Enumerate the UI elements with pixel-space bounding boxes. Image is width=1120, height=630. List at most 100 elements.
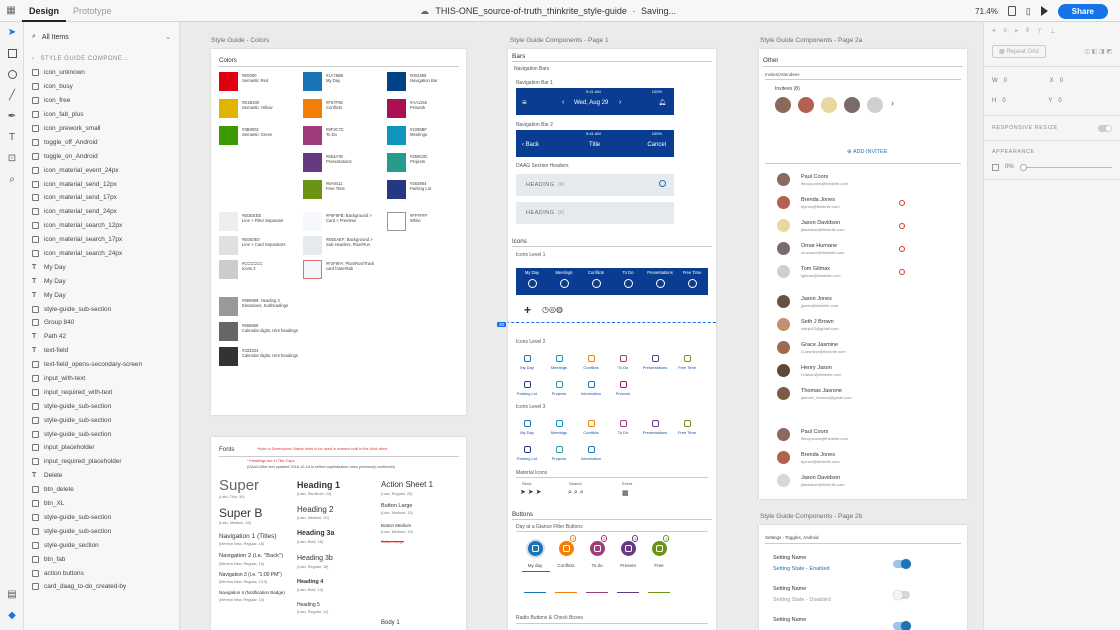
- icon-item[interactable]: Presentations: [640, 355, 670, 370]
- pen-tool-icon[interactable]: ✒: [7, 111, 17, 122]
- icon-item[interactable]: Projects: [544, 381, 574, 396]
- align-right-icon[interactable]: ⫸: [1014, 27, 1019, 34]
- opacity-slider[interactable]: [1019, 163, 1112, 171]
- filter-button[interactable]: [650, 539, 669, 558]
- artboard-colors[interactable]: Colors #E0000 Semantic Red #E1B400 Semantic…: [211, 49, 466, 415]
- icon-level-1-item[interactable]: My Day: [516, 270, 548, 288]
- color-swatch[interactable]: [387, 153, 406, 172]
- share-button[interactable]: Share: [1057, 3, 1108, 19]
- invitee-avatar[interactable]: [775, 97, 791, 113]
- zoom-tool-icon[interactable]: ⌕: [9, 174, 15, 185]
- layer-item[interactable]: T My Day: [24, 288, 179, 302]
- remove-icon[interactable]: [899, 200, 905, 206]
- icon-level-1-item[interactable]: To Do: [612, 270, 644, 288]
- toggle-off[interactable]: [893, 590, 910, 600]
- x-value[interactable]: 0: [1059, 78, 1064, 84]
- layer-item[interactable]: icon_material_send_17px: [24, 191, 179, 205]
- gray-swatch[interactable]: [303, 236, 322, 255]
- invitee-avatar[interactable]: [844, 97, 860, 113]
- chevron-right-icon[interactable]: ›: [619, 99, 622, 106]
- layer-item[interactable]: icon_material_event_24px: [24, 163, 179, 177]
- line-tool-icon[interactable]: ╱: [8, 90, 16, 101]
- layers-icon[interactable]: ◆: [8, 610, 16, 621]
- layer-item[interactable]: style-guide_sub-section: [24, 524, 179, 538]
- artboard-label-components-2b[interactable]: Style Guide Components - Page 2b: [760, 513, 863, 520]
- bell-icon[interactable]: 🔔︎: [658, 100, 666, 106]
- layer-item[interactable]: style-guide_sub-section: [24, 302, 179, 316]
- icon-item[interactable]: Meetings: [544, 355, 574, 370]
- layer-item[interactable]: style-guide_sub-section: [24, 413, 179, 427]
- filter-button[interactable]: [619, 539, 638, 558]
- ellipse-tool-icon[interactable]: [0, 64, 24, 85]
- color-swatch[interactable]: [303, 126, 322, 145]
- icon-item[interactable]: Conflicts: [576, 355, 606, 370]
- layer-item[interactable]: style-guide_sub-section: [24, 427, 179, 441]
- rectangle-tool-icon[interactable]: [0, 43, 24, 64]
- artboard-components-1[interactable]: Bars Navigation Bars Navigation Bar 1 9:…: [508, 49, 716, 630]
- chevron-left-icon[interactable]: ‹: [32, 56, 35, 62]
- device-preview-icon[interactable]: [1007, 6, 1016, 16]
- h-value[interactable]: 0: [1002, 98, 1006, 104]
- align-center-icon[interactable]: ≡: [1003, 28, 1007, 34]
- layer-item[interactable]: input_required_with-text: [24, 385, 179, 399]
- boolean-ops-icons[interactable]: ◫ ◧ ◨ ◩: [1084, 48, 1112, 55]
- remove-icon[interactable]: [899, 223, 905, 229]
- layer-item[interactable]: style-guide_sub-section: [24, 399, 179, 413]
- filter-button[interactable]: [526, 539, 545, 558]
- layer-item[interactable]: input_with-text: [24, 372, 179, 386]
- icon-item[interactable]: To Do: [608, 420, 638, 435]
- color-swatch[interactable]: [303, 72, 322, 91]
- toggle-on[interactable]: [893, 559, 911, 569]
- color-swatch[interactable]: [387, 72, 406, 91]
- layer-item[interactable]: T My Day: [24, 260, 179, 274]
- layers-filter[interactable]: ⌕ All Items ⌄: [24, 22, 179, 52]
- info-icon[interactable]: [659, 180, 666, 187]
- filter-button[interactable]: [557, 539, 576, 558]
- icon-item[interactable]: Presentations: [640, 420, 670, 435]
- layer-item[interactable]: icon_material_send_12px: [24, 177, 179, 191]
- w-value[interactable]: 0: [1003, 78, 1008, 84]
- invitee-avatar[interactable]: [867, 97, 883, 113]
- gray-swatch[interactable]: [219, 297, 238, 316]
- layer-item[interactable]: T My Day: [24, 274, 179, 288]
- menu-icon[interactable]: ≡: [522, 98, 527, 107]
- invitee-avatar[interactable]: [798, 97, 814, 113]
- zoom-level[interactable]: 71.4%: [975, 6, 998, 16]
- gray-swatch[interactable]: [219, 322, 238, 341]
- icon-item[interactable]: Conflicts: [576, 420, 606, 435]
- icon-item[interactable]: Projects: [544, 446, 574, 461]
- icon-level-1-item[interactable]: Conflicts: [580, 270, 612, 288]
- nav-cancel-button[interactable]: Cancel: [647, 142, 666, 148]
- color-swatch[interactable]: [303, 180, 322, 199]
- icon-level-1-item[interactable]: Free Time: [676, 270, 708, 288]
- artboard-fonts[interactable]: Fonts *Note to Developers! Native fonts …: [211, 437, 466, 630]
- layer-group-header[interactable]: ‹ STYLE GUIDE COMPONE...: [24, 52, 179, 66]
- layer-item[interactable]: icon_material_search_17px: [24, 233, 179, 247]
- color-swatch[interactable]: [219, 126, 238, 145]
- layer-item[interactable]: style-guide_section: [24, 538, 179, 552]
- artboard-label-components-1[interactable]: Style Guide Components - Page 1: [510, 37, 609, 44]
- color-swatch[interactable]: [219, 72, 238, 91]
- opacity-value[interactable]: 0%: [1005, 164, 1014, 170]
- chevron-left-icon[interactable]: ‹: [562, 99, 565, 106]
- filter-button[interactable]: [588, 539, 607, 558]
- layer-item[interactable]: style-guide_sub-section: [24, 511, 179, 525]
- color-swatch[interactable]: [303, 153, 322, 172]
- align-left-icon[interactable]: ⫷: [992, 27, 996, 34]
- select-tool-icon[interactable]: ➤: [7, 27, 17, 38]
- remove-icon[interactable]: [899, 269, 905, 275]
- add-invitee-button[interactable]: ⊕ ADD INVITEE: [847, 149, 888, 155]
- icon-item[interactable]: Meetings: [544, 420, 574, 435]
- layer-item[interactable]: icon_material_search_24px: [24, 247, 179, 261]
- invitee-avatar[interactable]: [821, 97, 837, 113]
- icon-item[interactable]: Free Time: [672, 355, 702, 370]
- layer-item[interactable]: Group 840: [24, 316, 179, 330]
- layer-item[interactable]: toggle_off_Android: [24, 135, 179, 149]
- artboard-label-components-2a[interactable]: Style Guide Components - Page 2a: [760, 37, 863, 44]
- layer-item[interactable]: input_placeholder: [24, 441, 179, 455]
- icon-item[interactable]: Free Time: [672, 420, 702, 435]
- home-grid-icon[interactable]: ▦: [6, 5, 16, 16]
- toggle-on[interactable]: [893, 621, 911, 630]
- layer-item[interactable]: icon_material_search_12px: [24, 219, 179, 233]
- layer-item[interactable]: icon_free: [24, 94, 179, 108]
